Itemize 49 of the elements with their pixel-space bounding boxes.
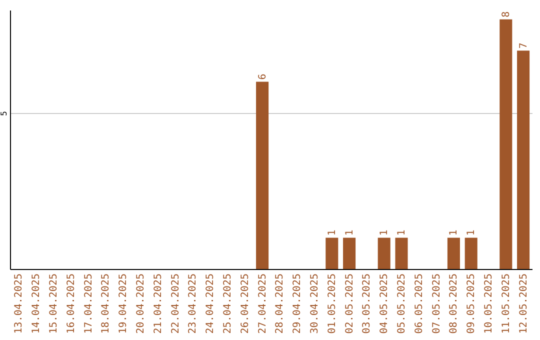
x-tick-label: 06.05.2025 <box>414 274 425 334</box>
data-label: 1 <box>396 230 408 236</box>
bar <box>256 82 269 269</box>
bar <box>395 238 408 269</box>
x-tick-label: 22.04.2025 <box>170 274 182 334</box>
data-label: 6 <box>257 74 268 80</box>
x-tick-label: 24.04.2025 <box>205 274 216 334</box>
y-tick-label: 5 <box>0 110 8 116</box>
x-tick-label: 13.04.2025 <box>14 274 25 334</box>
data-label: 1 <box>448 230 460 236</box>
data-label: 7 <box>518 42 530 49</box>
x-tick-label: 14.04.2025 <box>31 274 42 334</box>
bar <box>517 50 530 269</box>
x-tick-label: 20.04.2025 <box>136 274 146 334</box>
x-tick-label: 10.05.2025 <box>484 274 494 334</box>
x-tick-label: 03.05.2025 <box>362 274 373 334</box>
x-tick-label: 05.05.2025 <box>396 274 408 334</box>
x-tick-label: 17.04.2025 <box>83 274 94 334</box>
x-tick-label: 07.05.2025 <box>431 274 442 334</box>
x-tick-label: 02.05.2025 <box>344 274 356 334</box>
x-tick-label: 30.04.2025 <box>310 274 320 334</box>
x-tick-label: 26.04.2025 <box>240 274 251 334</box>
bar <box>378 238 390 269</box>
x-tick-label: 23.04.2025 <box>188 274 199 334</box>
x-tick-label: 18.04.2025 <box>100 274 112 334</box>
x-tick-label: 08.05.2025 <box>448 274 460 334</box>
x-tick-label: 16.04.2025 <box>66 274 77 334</box>
data-label: 1 <box>344 230 356 236</box>
x-tick-label: 09.05.2025 <box>466 274 478 334</box>
x-tick-label: 01.05.2025 <box>326 274 338 334</box>
x-tick-label: 29.04.2025 <box>292 274 304 334</box>
bar <box>326 238 338 269</box>
x-tick-label: 15.04.2025 <box>48 274 60 334</box>
x-tick-label: 27.04.2025 <box>257 274 268 334</box>
data-label: 8 <box>500 11 512 18</box>
bar <box>500 19 512 269</box>
x-tick-label: 25.04.2025 <box>222 274 234 334</box>
x-tick-label: 28.04.2025 <box>274 274 286 334</box>
x-tick-label: 04.05.2025 <box>379 274 390 334</box>
x-tick-label: 11.05.2025 <box>500 274 512 334</box>
data-label: 1 <box>379 230 390 236</box>
x-tick-label: 19.04.2025 <box>118 274 130 334</box>
x-tick-label: 12.05.2025 <box>518 274 530 334</box>
x-tick-label: 21.04.2025 <box>152 274 164 334</box>
bar <box>447 238 460 269</box>
data-label: 1 <box>466 230 478 236</box>
bar <box>464 238 478 269</box>
bar <box>343 238 356 269</box>
data-label: 1 <box>326 230 338 236</box>
